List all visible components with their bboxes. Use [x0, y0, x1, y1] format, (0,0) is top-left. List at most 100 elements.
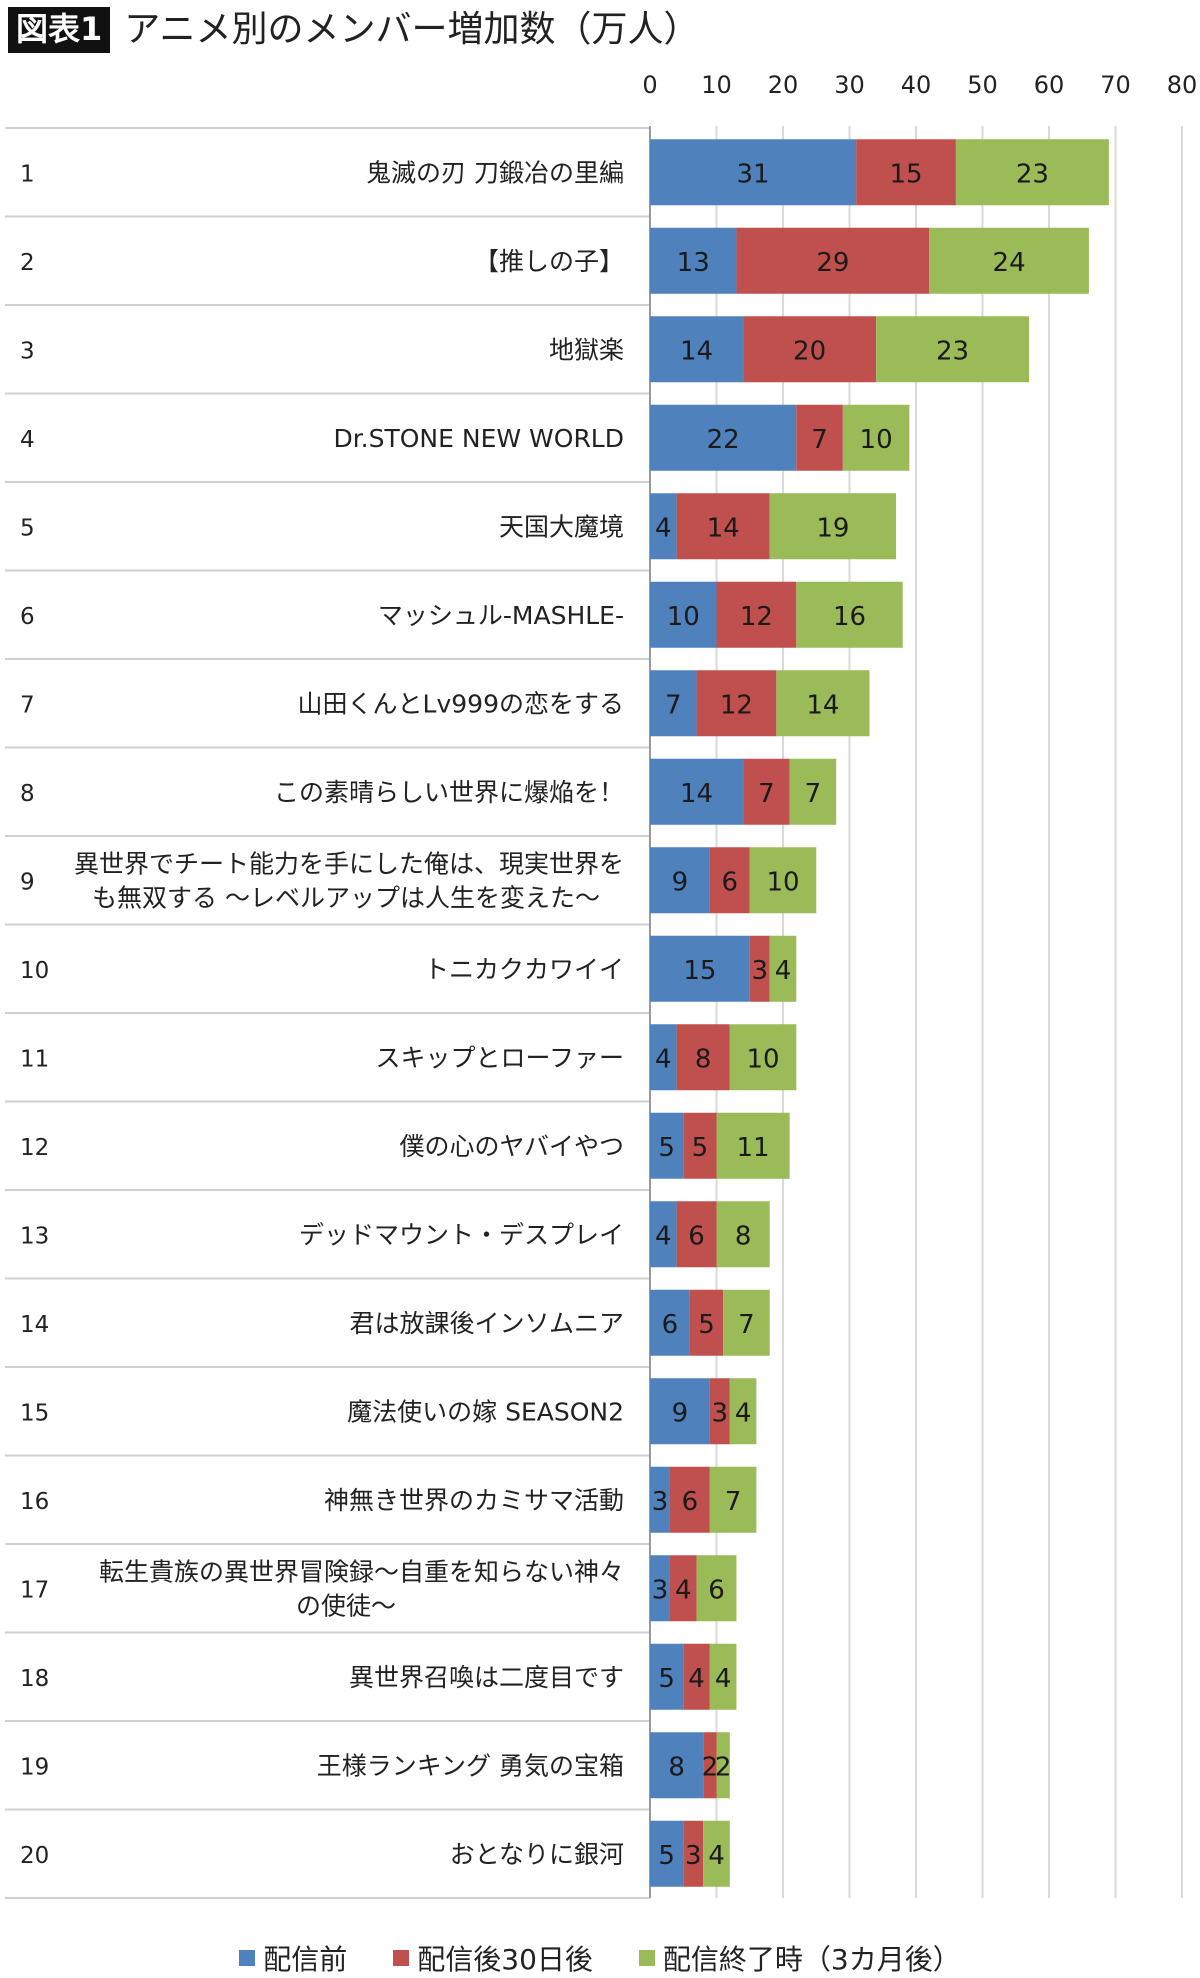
- category-label: 君は放課後インソムニア: [349, 1309, 624, 1338]
- x-tick-label: 20: [768, 71, 799, 99]
- legend-item: 配信後30日後: [393, 1938, 593, 1978]
- bar-segment: [650, 1643, 684, 1710]
- legend-label: 配信終了時（3カ月後）: [662, 1943, 961, 1976]
- bar-value-label: 16: [833, 602, 866, 632]
- bar-value-label: 3: [652, 1575, 669, 1605]
- bar-value-label: 6: [688, 1221, 705, 1251]
- bar-value-label: 2: [702, 1752, 719, 1782]
- x-tick-label: 60: [1034, 71, 1065, 99]
- bar-segment: [650, 139, 857, 206]
- bar-segment: [955, 139, 1109, 206]
- legend-item: 配信前: [239, 1938, 347, 1978]
- bar-segment: [650, 316, 744, 383]
- bar-segment: [876, 316, 1030, 383]
- bar-value-label: 3: [685, 1841, 702, 1871]
- bar-segment: [796, 404, 843, 471]
- bar-segment: [650, 1024, 677, 1091]
- category-label: デッドマウント・デスプレイ: [299, 1220, 624, 1249]
- bar-value-label: 4: [675, 1575, 692, 1605]
- bar-value-label: 10: [667, 602, 700, 632]
- category-label: 僕の心のヤバイやつ: [399, 1132, 624, 1161]
- x-tick-label: 50: [967, 71, 998, 99]
- chart-title: アニメ別のメンバー増加数（万人）: [124, 9, 700, 50]
- rank-label: 5: [20, 515, 35, 541]
- bar-value-label: 5: [698, 1310, 715, 1340]
- bar-segment: [703, 1820, 730, 1887]
- bar-value-label: 4: [735, 1398, 752, 1428]
- bar-value-label: 6: [722, 867, 739, 897]
- category-label: 神無き世界のカミサマ活動: [324, 1486, 624, 1515]
- bar-value-label: 5: [658, 1133, 675, 1163]
- bar-value-label: 14: [680, 336, 713, 366]
- bar-segment: [929, 227, 1089, 294]
- category-label: 異世界でチート能力を手にした俺は、現実世界を: [74, 849, 624, 878]
- category-label: トニカクカワイイ: [424, 955, 624, 984]
- bar-segment: [723, 1289, 770, 1356]
- rank-label: 7: [20, 692, 35, 718]
- rank-label: 12: [20, 1135, 49, 1161]
- bar-segment: [769, 935, 797, 1002]
- bar-value-label: 3: [751, 956, 768, 986]
- bar-segment: [676, 1201, 717, 1268]
- bar-value-label: 7: [811, 425, 828, 455]
- bar-segment: [669, 1466, 710, 1533]
- bar-segment: [709, 1643, 737, 1710]
- rank-label: 10: [20, 958, 49, 984]
- legend-swatch: [638, 1950, 655, 1966]
- bar-segment: [749, 935, 770, 1002]
- bar-value-label: 19: [816, 513, 849, 543]
- rank-label: 20: [20, 1843, 49, 1869]
- rank-label: 6: [20, 604, 35, 630]
- bar-value-label: 10: [747, 1044, 780, 1074]
- bar-value-label: 3: [712, 1398, 729, 1428]
- bar-value-label: 10: [766, 867, 799, 897]
- bar-segment: [669, 1555, 697, 1622]
- bar-value-label: 14: [707, 513, 740, 543]
- bar-segment: [842, 404, 910, 471]
- bar-segment: [650, 758, 744, 825]
- bar-value-label: 4: [655, 1221, 672, 1251]
- category-label: スキップとローファー: [375, 1043, 624, 1072]
- bar-value-label: 8: [668, 1752, 685, 1782]
- bar-segment: [650, 670, 697, 737]
- bar-value-label: 24: [993, 248, 1026, 278]
- bar-segment: [749, 847, 817, 914]
- bar-segment: [650, 1289, 690, 1356]
- category-label: この素晴らしい世界に爆焔を！: [274, 778, 624, 807]
- legend-label: 配信前: [263, 1943, 348, 1976]
- rank-label: 17: [20, 1577, 49, 1603]
- bar-segment: [650, 404, 797, 471]
- rank-label: 18: [20, 1666, 49, 1692]
- bar-value-label: 15: [683, 956, 716, 986]
- legend-swatch: [393, 1950, 410, 1966]
- bar-value-label: 15: [889, 159, 922, 189]
- bar-segment: [696, 670, 777, 737]
- bar-segment: [743, 316, 877, 383]
- bar-segment: [676, 493, 770, 560]
- bar-value-label: 5: [658, 1841, 675, 1871]
- bar-value-label: 9: [672, 867, 689, 897]
- bar-segment: [716, 1112, 790, 1179]
- bar-value-label: 7: [738, 1310, 755, 1340]
- legend-item: 配信終了時（3カ月後）: [638, 1938, 961, 1978]
- bar-value-label: 6: [708, 1575, 725, 1605]
- bar-value-label: 8: [735, 1221, 752, 1251]
- bar-value-label: 23: [1016, 159, 1049, 189]
- bar-value-label: 22: [707, 425, 740, 455]
- category-label: の使徒～: [296, 1591, 396, 1620]
- category-label: 異世界召喚は二度目です: [349, 1663, 624, 1692]
- x-tick-label: 0: [642, 71, 657, 99]
- bar-value-label: 4: [775, 956, 792, 986]
- bar-segment: [776, 670, 870, 737]
- bar-value-label: 5: [692, 1133, 709, 1163]
- bar-segment: [716, 581, 797, 648]
- bar-segment: [650, 581, 717, 648]
- bar-segment: [789, 758, 837, 825]
- category-label: 【推しの子】: [474, 247, 624, 276]
- x-tick-label: 70: [1100, 71, 1131, 99]
- bar-value-label: 8: [695, 1044, 712, 1074]
- rank-label: 15: [20, 1400, 49, 1426]
- bar-segment: [650, 1555, 670, 1622]
- bar-segment: [650, 935, 750, 1002]
